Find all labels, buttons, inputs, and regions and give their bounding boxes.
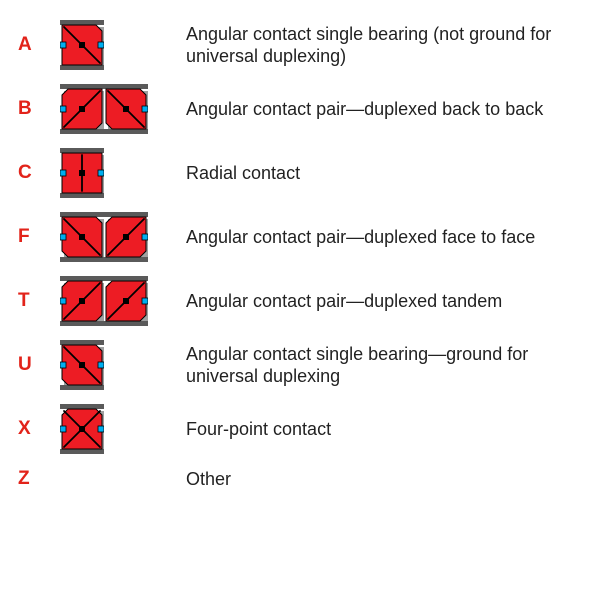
- type-letter: F: [18, 226, 60, 248]
- type-description: Radial contact: [180, 162, 582, 185]
- type-letter: Z: [18, 468, 60, 490]
- type-description: Angular contact single bearing (not grou…: [180, 23, 582, 68]
- legend-row: F Angular contact pair—duplexed face to f…: [18, 212, 582, 262]
- type-letter: B: [18, 98, 60, 120]
- legend-row: X Four-point contact: [18, 404, 582, 454]
- type-letter: U: [18, 354, 60, 376]
- type-description: Other: [180, 468, 582, 491]
- type-letter: T: [18, 290, 60, 312]
- type-description: Angular contact single bearing—ground fo…: [180, 343, 582, 388]
- type-description: Angular contact pair—duplexed tandem: [180, 290, 582, 313]
- legend-row: C Radial contact: [18, 148, 582, 198]
- bearing-icon: [60, 404, 180, 454]
- legend-row: U Angular contact single bearing—ground f…: [18, 340, 582, 390]
- bearing-icon: [60, 340, 180, 390]
- bearing-icon: [60, 84, 180, 134]
- bearing-icon: [60, 276, 180, 326]
- type-letter: C: [18, 162, 60, 184]
- legend-row: T Angular contact pair—duplexed tandem: [18, 276, 582, 326]
- bearing-icon: [60, 212, 180, 262]
- type-description: Angular contact pair—duplexed face to fa…: [180, 226, 582, 249]
- bearing-icon: [60, 20, 180, 70]
- type-description: Angular contact pair—duplexed back to ba…: [180, 98, 582, 121]
- legend-row: Z Other: [18, 468, 582, 491]
- type-description: Four-point contact: [180, 418, 582, 441]
- legend-row: B Angular contact pair—duplexed back to b…: [18, 84, 582, 134]
- type-letter: A: [18, 34, 60, 56]
- type-letter: X: [18, 418, 60, 440]
- legend-row: A Angular contact single bearing (not gro…: [18, 20, 582, 70]
- bearing-icon: [60, 148, 180, 198]
